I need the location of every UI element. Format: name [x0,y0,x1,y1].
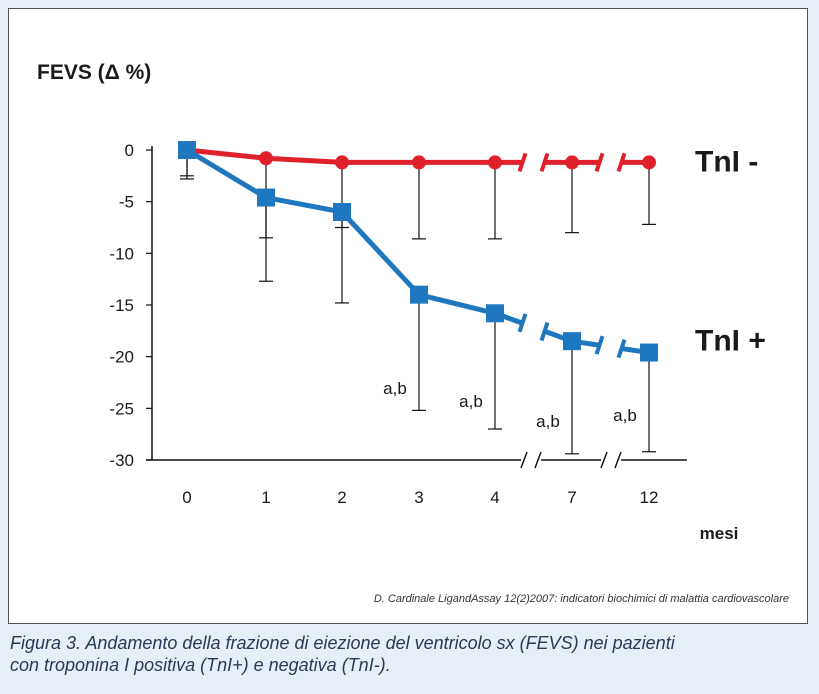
figure-frame: FEVS (Δ %) 0 -5 -10 -15 -20 -25 -30 0 1 2 3 4 7 12 mesi… [8,8,808,624]
y-tick-label: -20 [109,348,134,367]
significance-annotation: a,b [459,392,483,411]
significance-annotation: a,b [383,379,407,398]
line-chart: FEVS (Δ %)0-5-10-15-20-25-300 1 2 3 4 7 12mesi… [37,61,766,543]
series-line-segment [340,210,421,297]
significance-annotation: a,b [613,406,637,425]
legend-label-tni-neg: TnI - [695,145,758,178]
x-tick-label: 2 [337,488,346,507]
series-break-mark [616,338,627,359]
x-axis-label: mesi [700,524,739,543]
y-tick-label: -15 [109,296,134,315]
y-tick-label: -30 [109,451,134,470]
series-line-segment [418,292,496,316]
series-line-segment [185,147,268,200]
data-point-tni-pos [410,285,428,304]
data-point-tni-pos [640,343,658,362]
series-break-mark [616,152,627,173]
y-tick-label: 0 [125,141,134,160]
series-break-mark [539,152,550,173]
data-point-tni-neg [488,155,502,170]
figure-caption: Figura 3. Andamento della frazione di ei… [10,632,810,676]
data-point-tni-neg [642,155,656,170]
axis-break-mark [614,451,622,469]
x-tick-label: 7 [567,488,576,507]
significance-annotation: a,b [536,412,560,431]
data-point-tni-pos [333,203,351,221]
series-break-mark [517,313,528,333]
x-tick-label: 1 [261,488,270,507]
y-tick-label: -10 [109,244,134,263]
series-break-mark [594,152,605,173]
series-break-mark [517,152,528,173]
x-tick-label: 0 [182,488,191,507]
caption-line-2: con troponina I positiva (TnI+) e negati… [10,655,391,675]
y-tick-label: -5 [119,193,134,212]
data-point-tni-pos [486,304,504,323]
legend-label-tni-pos: TnI + [695,325,766,358]
axis-break-mark [600,451,608,469]
y-tick-label: -25 [109,399,134,418]
axis-break-mark [534,451,542,469]
series-line-segment [265,195,343,215]
y-axis-label: FEVS (Δ %) [37,61,151,84]
axis-break-mark [520,451,528,469]
data-point-tni-pos [257,188,275,207]
series-line-segment [186,147,267,161]
source-note: D. Cardinale LigandAssay 12(2)2007: indi… [373,593,789,605]
series-line-segment [265,155,343,165]
data-point-tni-neg [335,155,349,170]
data-point-tni-pos [563,332,581,351]
caption-line-1: Figura 3. Andamento della frazione di ei… [10,633,675,653]
data-point-tni-neg [259,151,273,166]
x-tick-label: 4 [490,488,499,507]
series-break-mark [594,335,605,355]
x-tick-label: 12 [640,488,659,507]
data-point-tni-neg [565,155,579,170]
data-point-tni-neg [412,155,426,170]
series-break-mark [539,321,550,342]
x-tick-label: 3 [414,488,423,507]
data-point-tni-pos [178,141,196,159]
